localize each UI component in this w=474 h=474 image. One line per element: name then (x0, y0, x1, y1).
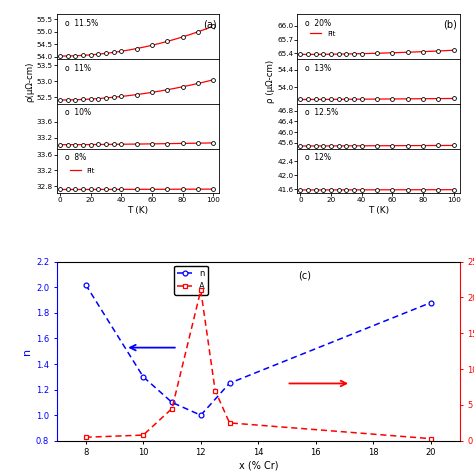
A (169, 406, 175, 411)
X-axis label: T (K): T (K) (368, 206, 389, 215)
Text: o  20%: o 20% (305, 18, 332, 27)
A (140, 432, 146, 438)
A (212, 388, 218, 393)
Text: (b): (b) (444, 19, 457, 29)
Text: o  12.5%: o 12.5% (305, 109, 339, 118)
Line: n: n (83, 282, 433, 418)
A (428, 436, 434, 441)
n (227, 380, 232, 386)
Text: o  13%: o 13% (305, 64, 332, 73)
n (83, 282, 89, 287)
Text: o  10%: o 10% (65, 109, 91, 118)
Text: o  11%: o 11% (65, 64, 91, 73)
Text: (a): (a) (203, 19, 217, 29)
Text: o  11.5%: o 11.5% (65, 18, 98, 27)
Legend: Fit: Fit (67, 165, 98, 177)
X-axis label: x (% Cr): x (% Cr) (238, 460, 278, 470)
X-axis label: T (K): T (K) (128, 206, 149, 215)
Legend: Fit: Fit (308, 27, 338, 39)
Y-axis label: ρ(μΩ-cm): ρ(μΩ-cm) (25, 61, 34, 101)
n (169, 400, 175, 405)
A (198, 287, 204, 293)
Text: o  8%: o 8% (65, 153, 86, 162)
A (227, 420, 232, 426)
Text: (c): (c) (299, 271, 311, 281)
Y-axis label: n: n (22, 347, 32, 355)
A (83, 434, 89, 440)
Y-axis label: ρ (μΩ-cm): ρ (μΩ-cm) (265, 60, 274, 103)
n (140, 374, 146, 380)
Text: o  12%: o 12% (305, 153, 331, 162)
n (428, 300, 434, 305)
n (198, 412, 204, 418)
Legend: n, A: n, A (174, 266, 208, 294)
Line: A: A (83, 288, 433, 441)
